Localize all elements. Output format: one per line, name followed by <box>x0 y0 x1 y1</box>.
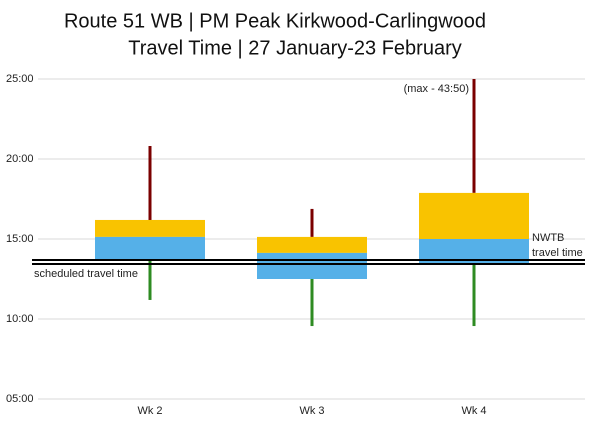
upper-box <box>95 219 205 237</box>
reference-label: scheduled travel time <box>34 268 138 280</box>
lower-box <box>95 236 205 260</box>
upper-box <box>257 236 367 253</box>
x-tick-label: Wk 2 <box>137 405 162 417</box>
box <box>95 146 205 300</box>
reference-label: NWTB <box>532 232 564 244</box>
y-tick-label: 10:00 <box>6 313 34 325</box>
y-tick-label: 25:00 <box>6 73 34 85</box>
chart-title: Route 51 WB | PM Peak Kirkwood-Carlingwo… <box>64 10 486 32</box>
box <box>257 208 367 327</box>
reference-label: travel time <box>532 247 583 259</box>
y-tick-label: 05:00 <box>6 393 34 405</box>
x-tick-label: Wk 3 <box>299 405 324 417</box>
annotation: (max - 43:50) <box>404 83 469 95</box>
lower-box <box>419 239 529 265</box>
y-tick-label: 20:00 <box>6 153 34 165</box>
lower-box <box>257 252 367 279</box>
chart-title: Travel Time | 27 January-23 February <box>128 37 461 59</box>
y-tick-label: 15:00 <box>6 233 34 245</box>
upper-box <box>419 192 529 239</box>
x-tick-label: Wk 4 <box>461 405 486 417</box>
